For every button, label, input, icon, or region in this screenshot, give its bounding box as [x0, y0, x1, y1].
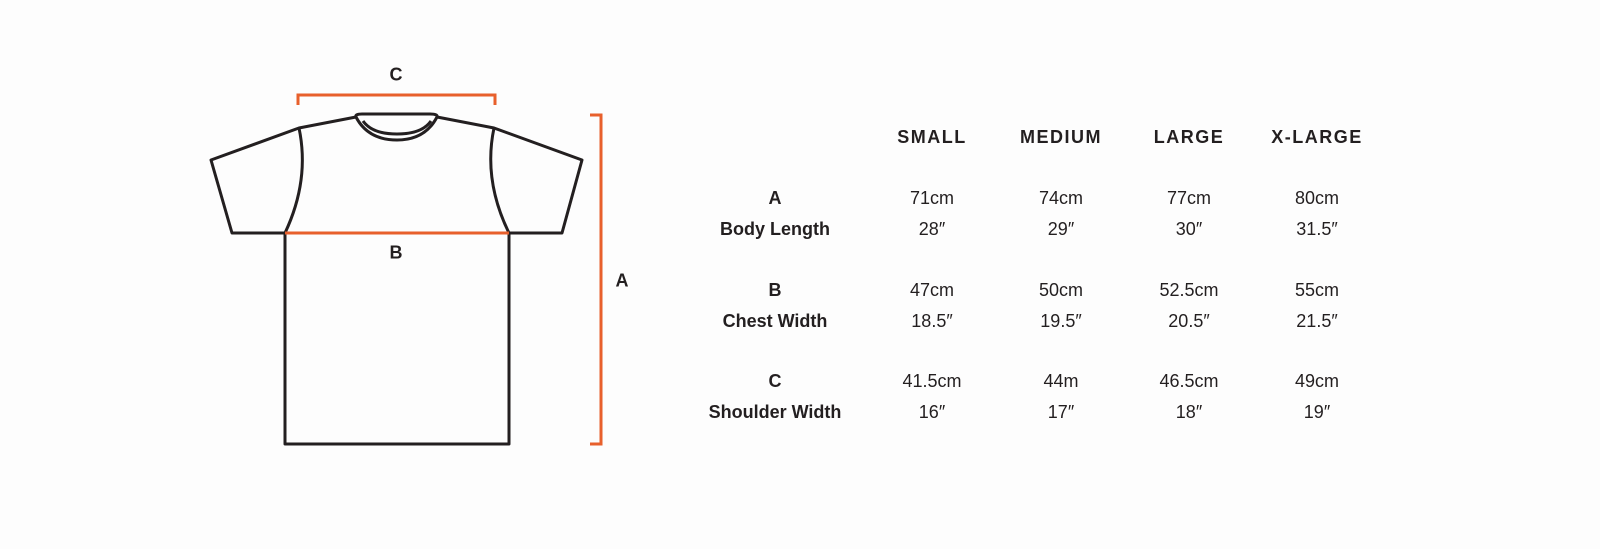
cell-b-medium-cm: 50cm [1038, 280, 1084, 300]
cell-b-medium-in: 19.5″ [1040, 311, 1082, 331]
row-letter-a: A [768, 188, 782, 208]
header-small: SMALL [897, 127, 967, 147]
label-b: B [389, 242, 403, 263]
cell-b-large-cm: 52.5cm [1159, 280, 1219, 300]
cell-a-medium-in: 29″ [1047, 219, 1075, 239]
cell-c-xlarge-in: 19″ [1303, 402, 1331, 422]
cell-c-medium-in: 17″ [1047, 402, 1075, 422]
label-a: A [615, 270, 629, 291]
cell-b-xlarge-in: 21.5″ [1296, 311, 1338, 331]
row-name-body-length: Body Length [720, 219, 830, 239]
header-x-large: X-LARGE [1271, 127, 1363, 147]
label-c: C [389, 64, 403, 85]
cell-b-small-cm: 47cm [909, 280, 955, 300]
tshirt-outline [209, 112, 584, 446]
cell-a-medium-cm: 74cm [1038, 188, 1084, 208]
cell-a-large-cm: 77cm [1166, 188, 1212, 208]
row-letter-b: B [768, 280, 782, 300]
cell-a-large-in: 30″ [1175, 219, 1203, 239]
tshirt-diagram: C B A [0, 0, 680, 549]
row-name-chest-width: Chest Width [722, 311, 828, 331]
shoulder-width-bracket [296, 93, 497, 105]
header-large: LARGE [1153, 127, 1225, 147]
cell-a-xlarge-in: 31.5″ [1296, 219, 1338, 239]
cell-c-medium-cm: 44m [1043, 371, 1079, 391]
row-name-shoulder-width: Shoulder Width [708, 402, 842, 422]
cell-c-small-cm: 41.5cm [902, 371, 962, 391]
cell-c-large-in: 18″ [1175, 402, 1203, 422]
cell-a-small-cm: 71cm [909, 188, 955, 208]
row-letter-c: C [768, 371, 782, 391]
cell-c-xlarge-cm: 49cm [1294, 371, 1340, 391]
body-length-bracket [590, 113, 603, 446]
cell-b-xlarge-cm: 55cm [1294, 280, 1340, 300]
cell-a-xlarge-cm: 80cm [1294, 188, 1340, 208]
cell-c-large-cm: 46.5cm [1159, 371, 1219, 391]
cell-b-small-in: 18.5″ [911, 311, 953, 331]
cell-a-small-in: 28″ [918, 219, 946, 239]
cell-c-small-in: 16″ [918, 402, 946, 422]
header-medium: MEDIUM [1020, 127, 1102, 147]
tshirt-icon [209, 93, 603, 446]
cell-b-large-in: 20.5″ [1168, 311, 1210, 331]
